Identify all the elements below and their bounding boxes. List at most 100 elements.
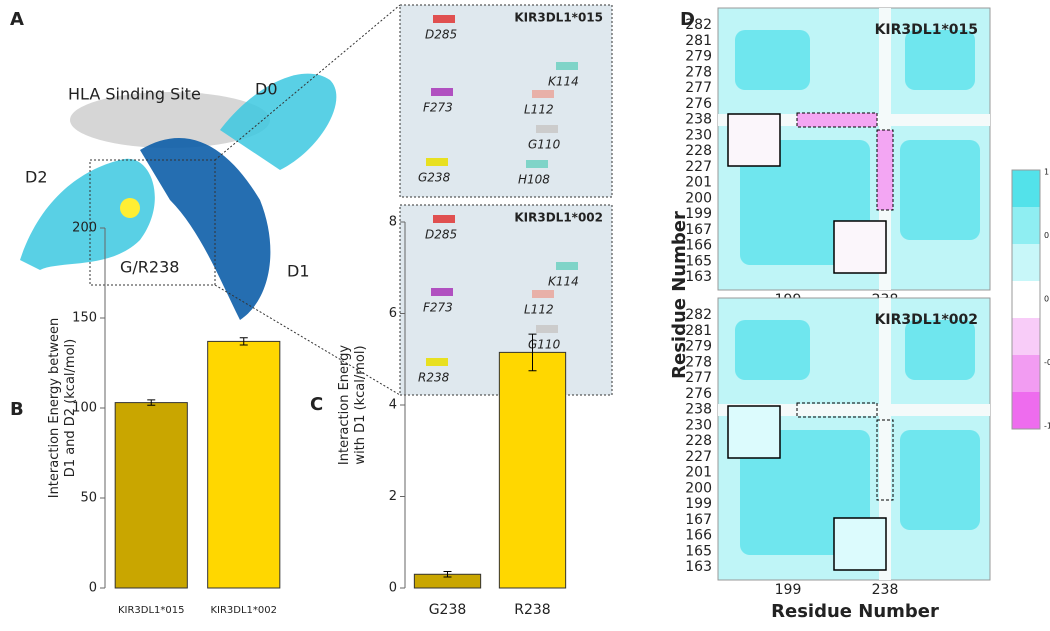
x-tick-label: KIR3DL1*015 bbox=[118, 605, 185, 616]
y-tick-label: 150 bbox=[72, 311, 97, 326]
residue-stick bbox=[536, 325, 558, 333]
y-tick-label: 278 bbox=[685, 64, 712, 80]
y-tick-label: 228 bbox=[685, 143, 712, 159]
x-tick-label: R238 bbox=[514, 602, 550, 618]
inset-title: KIR3DL1*002 bbox=[514, 211, 603, 225]
panel-label: D bbox=[680, 9, 695, 30]
residue-stick bbox=[532, 90, 554, 98]
mutation-label: G/R238 bbox=[120, 258, 179, 277]
y-tick-label: 165 bbox=[685, 543, 712, 559]
domain-label: D2 bbox=[25, 168, 48, 187]
domain-label: D0 bbox=[255, 80, 278, 99]
y-tick-label: 0 bbox=[89, 581, 97, 596]
colorbar-step bbox=[1012, 207, 1040, 244]
y-tick-label: 282 bbox=[685, 17, 712, 33]
box bbox=[833, 220, 887, 274]
residue-label: F273 bbox=[423, 301, 453, 315]
y-tick-label: 100 bbox=[72, 401, 97, 416]
residue-label: G110 bbox=[528, 138, 561, 152]
residue-stick bbox=[532, 290, 554, 298]
y-axis-label-line: D1 and D2 (kcal/mol) bbox=[63, 339, 78, 477]
y-tick-label: 230 bbox=[685, 417, 712, 433]
y-tick-label: 276 bbox=[685, 96, 712, 112]
y-tick-label: 200 bbox=[72, 221, 97, 236]
error-bar bbox=[443, 571, 452, 578]
residue-stick bbox=[426, 158, 448, 166]
y-tick-label: 163 bbox=[685, 269, 712, 285]
panel-label: A bbox=[10, 9, 24, 30]
residue-label: L112 bbox=[524, 103, 554, 117]
heatmap-title: KIR3DL1*015 bbox=[875, 22, 978, 38]
y-tick-label: 167 bbox=[685, 512, 712, 528]
residue-label: L112 bbox=[524, 303, 554, 317]
y-tick-label: 238 bbox=[685, 402, 712, 418]
residue-label: F273 bbox=[423, 101, 453, 115]
y-tick-label: 230 bbox=[685, 127, 712, 143]
y-tick-label: 6 bbox=[389, 306, 397, 321]
y-axis-label-line: Interaction Energy between bbox=[47, 318, 62, 499]
x-axis-label: Residue Number bbox=[771, 601, 939, 622]
y-tick-label: 200 bbox=[685, 190, 712, 206]
residue-stick bbox=[431, 88, 453, 96]
residue-label: R238 bbox=[418, 371, 450, 385]
y-tick-label: 278 bbox=[685, 354, 712, 370]
y-tick-label: 166 bbox=[685, 528, 712, 544]
y-tick-label: 201 bbox=[685, 465, 712, 481]
heatmap-region bbox=[905, 320, 975, 380]
protein-structure bbox=[20, 4, 613, 396]
y-axis-label-line: Interaction Energy bbox=[337, 345, 352, 465]
y-tick-label: 50 bbox=[80, 491, 97, 506]
y-axis-label: Interaction Energywith D1 (kcal/mol) bbox=[337, 345, 368, 465]
inset-title: KIR3DL1*015 bbox=[514, 11, 603, 25]
dashed-box bbox=[876, 419, 894, 501]
bar bbox=[498, 351, 567, 589]
heatmap-cross bbox=[879, 298, 891, 580]
colorbar-label: -0.5 bbox=[1044, 358, 1050, 367]
y-tick-label: 281 bbox=[685, 33, 712, 49]
y-axis-label: Interaction Energy betweenD1 and D2 (kca… bbox=[47, 318, 78, 499]
x-tick-label: 199 bbox=[775, 582, 802, 598]
x-tick-label: KIR3DL1*002 bbox=[210, 605, 277, 616]
residue-stick bbox=[556, 62, 578, 70]
residue-stick bbox=[433, 15, 455, 23]
colorbar-step bbox=[1012, 318, 1040, 355]
dashed-box bbox=[876, 129, 894, 211]
colorbar-step bbox=[1012, 392, 1040, 429]
residue-stick bbox=[526, 160, 548, 168]
residue-stick bbox=[426, 358, 448, 366]
y-tick-label: 279 bbox=[685, 49, 712, 65]
panel-label: C bbox=[310, 394, 323, 415]
residue-stick bbox=[433, 215, 455, 223]
y-tick-label: 199 bbox=[685, 496, 712, 512]
y-tick-label: 279 bbox=[685, 339, 712, 355]
heatmap-region bbox=[905, 30, 975, 90]
bar bbox=[207, 340, 281, 589]
y-tick-label: 201 bbox=[685, 175, 712, 191]
colorbar-frame bbox=[1011, 169, 1041, 430]
colorbar-label: 1.0 bbox=[1044, 168, 1050, 177]
heatmap-title: KIR3DL1*002 bbox=[875, 312, 978, 328]
colorbar-label: 0.5 bbox=[1044, 231, 1050, 240]
y-axis-label: Residue Number bbox=[669, 211, 690, 379]
residue-stick bbox=[431, 288, 453, 296]
residue-label: D285 bbox=[425, 28, 457, 42]
x-tick-label: 238 bbox=[872, 582, 899, 598]
y-tick-label: 276 bbox=[685, 386, 712, 402]
colorbar-step bbox=[1012, 355, 1040, 392]
y-tick-label: 277 bbox=[685, 370, 712, 386]
colorbar-step bbox=[1012, 281, 1040, 318]
y-tick-label: 282 bbox=[685, 307, 712, 323]
heatmap-region bbox=[900, 430, 980, 530]
y-tick-label: 8 bbox=[389, 215, 397, 230]
colorbar-label: -1.0 bbox=[1044, 422, 1050, 431]
error-bar bbox=[239, 337, 248, 346]
y-tick-label: 200 bbox=[685, 480, 712, 496]
heatmap-cross bbox=[718, 404, 990, 416]
box bbox=[727, 113, 781, 167]
y-tick-label: 166 bbox=[685, 238, 712, 254]
heatmap-region bbox=[735, 30, 810, 90]
bar bbox=[114, 402, 188, 589]
y-tick-label: 167 bbox=[685, 222, 712, 238]
error-bar bbox=[147, 399, 156, 406]
